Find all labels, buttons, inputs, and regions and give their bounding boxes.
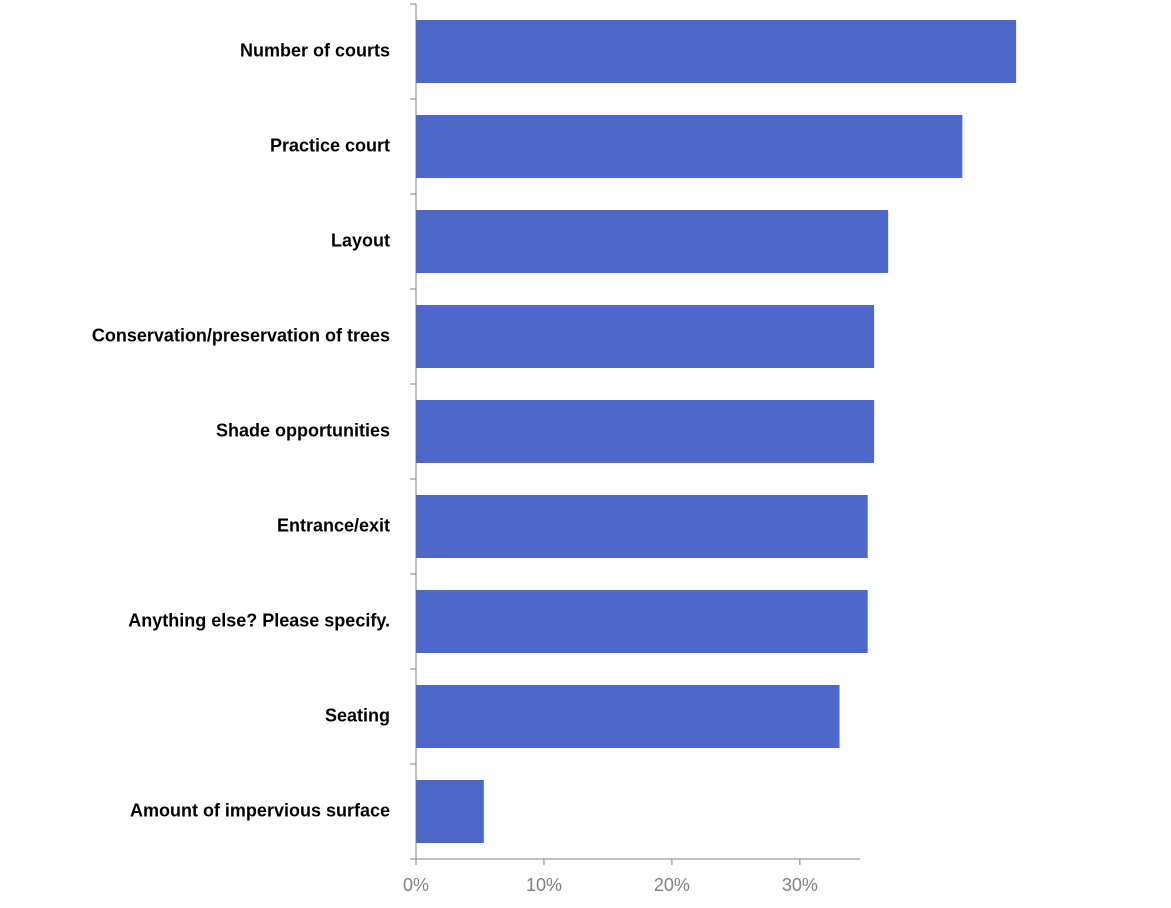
category-label: Number of courts — [240, 40, 390, 60]
category-label: Anything else? Please specify. — [128, 610, 390, 630]
bar — [416, 20, 1017, 83]
bar — [416, 495, 868, 558]
x-tick-label: 10% — [526, 875, 562, 895]
bar — [416, 115, 963, 178]
bar — [416, 590, 868, 653]
bar — [416, 210, 889, 273]
category-label: Amount of impervious surface — [130, 800, 390, 820]
category-label: Shade opportunities — [216, 420, 390, 440]
bar — [416, 400, 875, 463]
x-tick-label: 30% — [782, 875, 818, 895]
category-label: Practice court — [270, 135, 390, 155]
bar — [416, 685, 840, 748]
category-label: Conservation/preservation of trees — [92, 325, 390, 345]
category-label: Layout — [331, 230, 390, 250]
x-tick-label: 0% — [403, 875, 429, 895]
bar — [416, 780, 484, 843]
x-tick-label: 20% — [654, 875, 690, 895]
category-label: Seating — [325, 705, 390, 725]
bar — [416, 305, 875, 368]
category-label: Entrance/exit — [277, 515, 390, 535]
